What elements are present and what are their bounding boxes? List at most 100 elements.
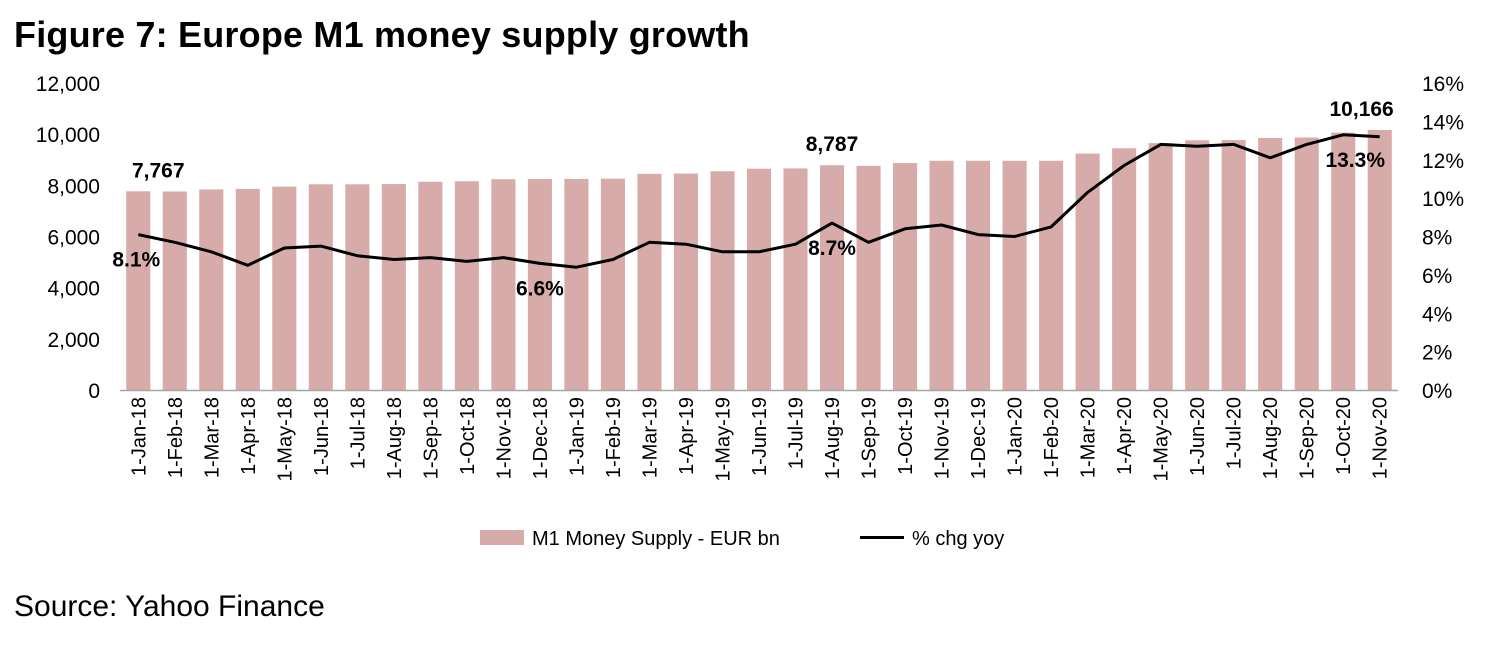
x-axis-tick-label: 1-Jun-20 (1187, 397, 1209, 476)
bar (673, 173, 699, 390)
bar (819, 165, 845, 390)
left-axis-tick-label: 8,000 (47, 175, 100, 198)
x-axis-tick-label: 1-May-19 (712, 397, 734, 481)
bar (235, 188, 260, 390)
bar (1075, 153, 1100, 390)
bar (783, 168, 808, 390)
x-axis-tick-label: 1-Apr-18 (238, 397, 260, 475)
bar (1185, 140, 1210, 390)
x-axis-tick-label: 1-Jan-20 (1005, 397, 1027, 476)
bar (856, 165, 881, 390)
right-axis-tick-label: 6% (1422, 265, 1452, 288)
right-axis-tick-label: 2% (1422, 342, 1452, 365)
data-annotations: 7,767 8,787 10,166 8.1% 6.6% 8.7% 13.3% (112, 98, 1393, 300)
data-label: 7,767 (132, 159, 185, 182)
bar (1294, 137, 1319, 390)
bar (418, 181, 443, 390)
x-axis-tick-label: 1-Mar-19 (639, 397, 661, 478)
bar (345, 184, 370, 390)
left-axis-tick-label: 4,000 (47, 278, 100, 301)
x-axis-tick-label: 1-Jan-19 (566, 397, 588, 476)
x-axis-tick-label: 1-May-18 (274, 397, 296, 481)
x-axis-tick-label: 1-Aug-19 (822, 397, 844, 479)
bar (600, 178, 625, 390)
bar (929, 160, 954, 390)
bar-series (126, 129, 1392, 391)
x-axis-tick-label: 1-May-20 (1151, 397, 1173, 481)
right-axis-tick-label: 14% (1422, 111, 1464, 134)
bar (162, 191, 187, 390)
left-axis-tick-label: 0 (88, 380, 100, 403)
bar (893, 163, 918, 390)
x-axis-tick-label: 1-Apr-20 (1114, 397, 1136, 475)
x-axis-tick-label: 1-Jun-19 (749, 397, 771, 476)
data-label: 6.6% (516, 277, 564, 300)
bar (564, 178, 589, 390)
bar (527, 178, 552, 390)
x-axis-tick-label: 1-Dec-19 (968, 397, 990, 479)
left-axis-tick-label: 12,000 (36, 73, 100, 96)
x-axis-tick-label: 1-Feb-20 (1041, 397, 1063, 478)
bar (1367, 129, 1392, 390)
bar (1221, 140, 1246, 390)
bar (710, 171, 735, 390)
right-axis-ticks: 0% 2% 4% 6% 8% 10% 12% 14% 16% (1422, 73, 1464, 403)
x-axis-tick-label: 1-Nov-18 (493, 397, 515, 479)
x-axis-tick-label: 1-Nov-20 (1370, 397, 1392, 479)
chart-title: Figure 7: Europe M1 money supply growth (14, 14, 750, 55)
x-axis-tick-label: 1-Oct-18 (457, 397, 479, 475)
legend-label-line: % chg yoy (912, 528, 1004, 550)
x-axis-tick-label: 1-Aug-20 (1260, 397, 1282, 479)
legend-label-bar: M1 Money Supply - EUR bn (532, 528, 780, 550)
bar (491, 179, 516, 390)
data-label: 8.7% (808, 237, 856, 260)
x-axis-tick-label: 1-Mar-20 (1078, 397, 1100, 478)
x-axis-tick-label: 1-Jan-18 (128, 397, 150, 476)
bar (454, 181, 479, 390)
left-axis-tick-label: 2,000 (47, 329, 100, 352)
x-axis-tick-label: 1-Jul-18 (347, 397, 369, 469)
x-axis-tick-label: 1-Jul-19 (786, 397, 808, 469)
x-axis-tick-label: 1-Dec-18 (530, 397, 552, 479)
bar (746, 168, 772, 390)
x-axis-tick-label: 1-Nov-19 (932, 397, 954, 479)
x-axis-tick-labels: 1-Jan-18 1-Feb-18 1-Mar-18 1-Apr-18 1-May-18… (128, 397, 1391, 481)
left-axis-tick-label: 6,000 (47, 227, 100, 250)
legend-swatch-bar (480, 530, 524, 545)
line-series (137, 133, 1380, 269)
x-axis-tick-label: 1-Oct-20 (1333, 397, 1355, 475)
x-axis-tick-label: 1-Apr-19 (676, 397, 698, 475)
bar (1112, 148, 1137, 390)
x-axis-tick-label: 1-Aug-18 (384, 397, 406, 479)
x-axis-tick-label: 1-Feb-19 (603, 397, 625, 478)
bar (637, 173, 662, 390)
right-axis-tick-label: 12% (1422, 150, 1464, 173)
bar (1039, 160, 1064, 390)
data-label: 8,787 (806, 133, 859, 156)
x-axis-tick-label: 1-Mar-18 (201, 397, 223, 478)
x-axis-tick-label: 1-Feb-18 (165, 397, 187, 478)
bar (1148, 143, 1173, 390)
bar (1002, 160, 1027, 390)
right-axis-tick-label: 10% (1422, 188, 1464, 211)
bar (272, 186, 297, 390)
bar (381, 184, 406, 390)
bar (126, 191, 151, 390)
x-axis-tick-label: 1-Sep-20 (1297, 397, 1319, 479)
x-axis-tick-label: 1-Oct-19 (895, 397, 917, 475)
left-axis-ticks: 0 2,000 4,000 6,000 8,000 10,000 12,000 (36, 73, 100, 403)
left-axis-tick-label: 10,000 (36, 124, 100, 147)
bar (1258, 138, 1283, 390)
bar (966, 160, 991, 390)
bar (199, 189, 224, 390)
bar (308, 184, 333, 390)
right-axis-tick-label: 0% (1422, 380, 1452, 403)
legend: M1 Money Supply - EUR bn % chg yoy (480, 528, 1004, 550)
x-axis-tick-label: 1-Sep-19 (859, 397, 881, 479)
x-axis-tick-label: 1-Jul-20 (1224, 397, 1246, 469)
right-axis-tick-label: 16% (1422, 73, 1464, 96)
bar (1331, 132, 1356, 391)
x-axis-tick-label: 1-Sep-18 (420, 397, 442, 479)
right-axis-tick-label: 4% (1422, 303, 1452, 326)
